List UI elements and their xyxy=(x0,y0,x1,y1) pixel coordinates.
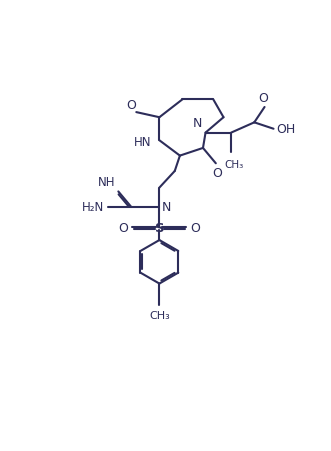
Text: O: O xyxy=(119,221,128,234)
Text: N: N xyxy=(162,201,171,214)
Text: O: O xyxy=(127,99,137,111)
Text: N: N xyxy=(192,116,202,129)
Text: O: O xyxy=(212,167,222,180)
Text: CH₃: CH₃ xyxy=(224,160,243,170)
Text: H₂N: H₂N xyxy=(82,201,104,214)
Text: CH₃: CH₃ xyxy=(149,311,170,321)
Text: S: S xyxy=(155,221,164,234)
Text: OH: OH xyxy=(277,123,296,136)
Text: HN: HN xyxy=(134,136,152,149)
Text: NH: NH xyxy=(98,176,115,189)
Text: O: O xyxy=(258,92,268,105)
Text: O: O xyxy=(190,221,200,234)
